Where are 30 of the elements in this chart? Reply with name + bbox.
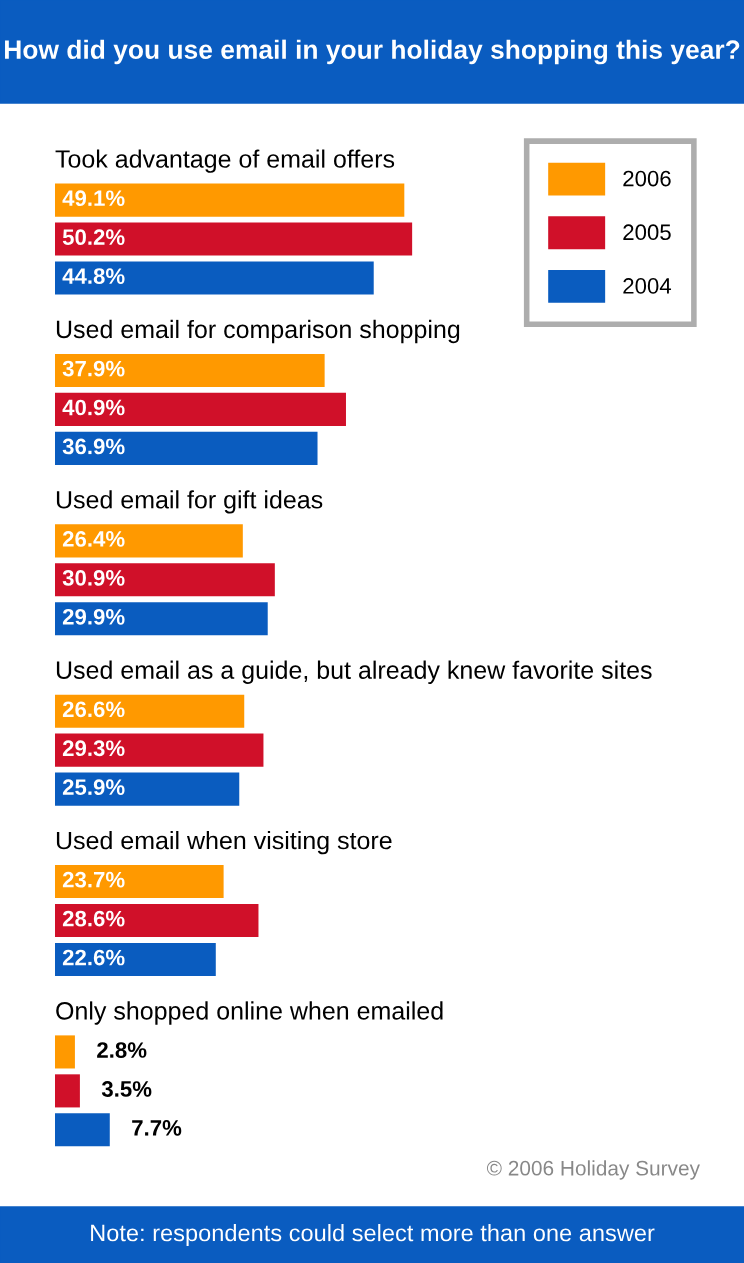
y-tick-label: Used email for comparison shopping <box>56 319 460 344</box>
data-label: 23.7% <box>62 871 125 888</box>
data-label: 7.7% <box>132 1120 182 1136</box>
data-label: 44.8% <box>62 268 125 284</box>
data-label: 49.1% <box>62 190 125 207</box>
chart-title: How did you use email in your holiday shopping this year? <box>5 39 740 65</box>
y-tick-label: Used email as a guide, but already knew favorite sites <box>56 660 652 684</box>
data-label: 36.9% <box>62 438 125 455</box>
data-label: 25.9% <box>62 779 125 796</box>
data-label: 26.4% <box>62 531 125 547</box>
text: Note: respondents could select more than one answer <box>91 1223 655 1247</box>
y-tick-label: Used email when visiting store <box>56 830 392 855</box>
y-tick-label: Only shopped online when emailed <box>56 1001 443 1025</box>
legend-label: 2005 <box>623 224 671 241</box>
data-label: 28.6% <box>62 910 125 927</box>
data-label: 26.6% <box>62 701 125 718</box>
data-label: 29.9% <box>62 608 125 625</box>
data-label: 40.9% <box>62 399 125 416</box>
data-label: 30.9% <box>62 570 125 586</box>
legend-label: 2004 <box>623 278 672 294</box>
data-label: 29.3% <box>62 740 125 757</box>
data-label: 37.9% <box>62 360 125 377</box>
data-label: 3.5% <box>101 1081 152 1097</box>
legend-label: 2006 <box>623 170 671 187</box>
data-label: 22.6% <box>62 949 125 966</box>
data-label: 2.8% <box>97 1042 147 1058</box>
y-tick-label: Took advantage of email offers <box>55 149 395 173</box>
data-label: 50.2% <box>62 229 125 245</box>
y-tick-label: Used email for gift ideas <box>56 490 323 514</box>
text: © 2006 Holiday Survey <box>486 1160 700 1180</box>
